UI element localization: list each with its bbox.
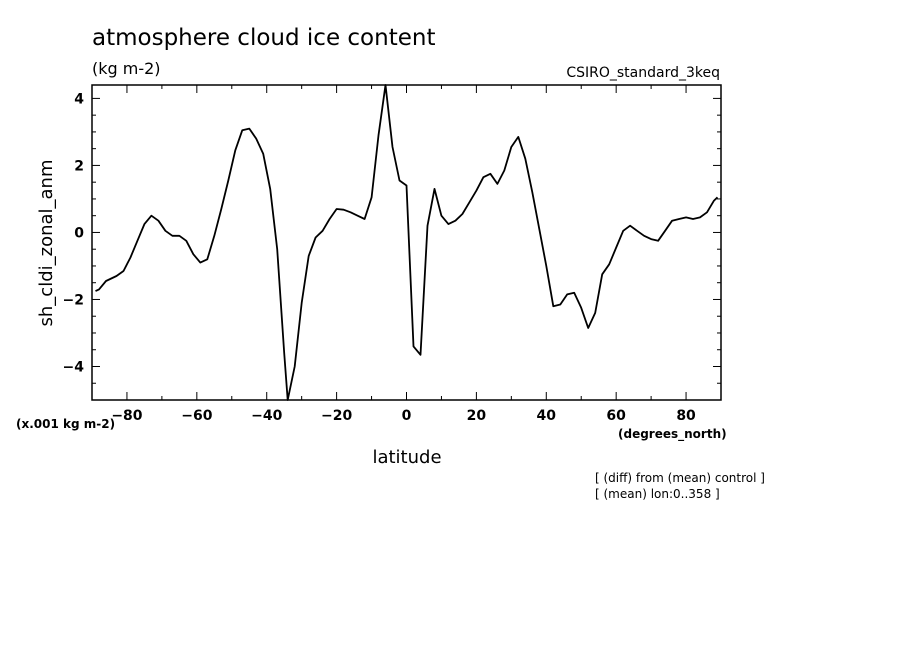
x-tick-label: 80 [676,408,696,424]
note-mean: [ (mean) lon:0..358 ] [595,487,720,501]
y-tick-label: 4 [74,91,84,107]
x-tick-label: −40 [251,408,282,424]
y-tick-label: −2 [63,292,84,308]
x-tick-label: −80 [111,408,142,424]
y-axis-ticks: −4 −2 0 2 4 [63,91,721,384]
chart-title: atmosphere cloud ice content [92,25,435,51]
x-axis-unit: (degrees_north) [618,427,727,442]
y-tick-label: 2 [74,158,84,174]
note-diff: [ (diff) from (mean) control ] [595,471,765,485]
x-tick-label: 20 [467,408,487,424]
model-label: CSIRO_standard_3keq [566,65,720,81]
x-axis-label: latitude [372,447,441,468]
x-tick-label: 40 [537,408,557,424]
x-tick-label: 60 [606,408,626,424]
x-tick-label: 0 [402,408,412,424]
y-axis-label: sh_cldi_zonal_anm [36,160,57,327]
y-tick-label: −4 [63,359,85,375]
series-line [95,84,719,401]
chart-units: (kg m-2) [92,59,161,78]
y-tick-label: 0 [74,225,84,241]
x-tick-label: −60 [181,408,212,424]
y-scale-note: (x.001 kg m-2) [16,417,115,431]
x-tick-label: −20 [321,408,352,424]
x-axis-ticks: −80 −60 −40 −20 0 20 40 60 80 [111,85,696,424]
